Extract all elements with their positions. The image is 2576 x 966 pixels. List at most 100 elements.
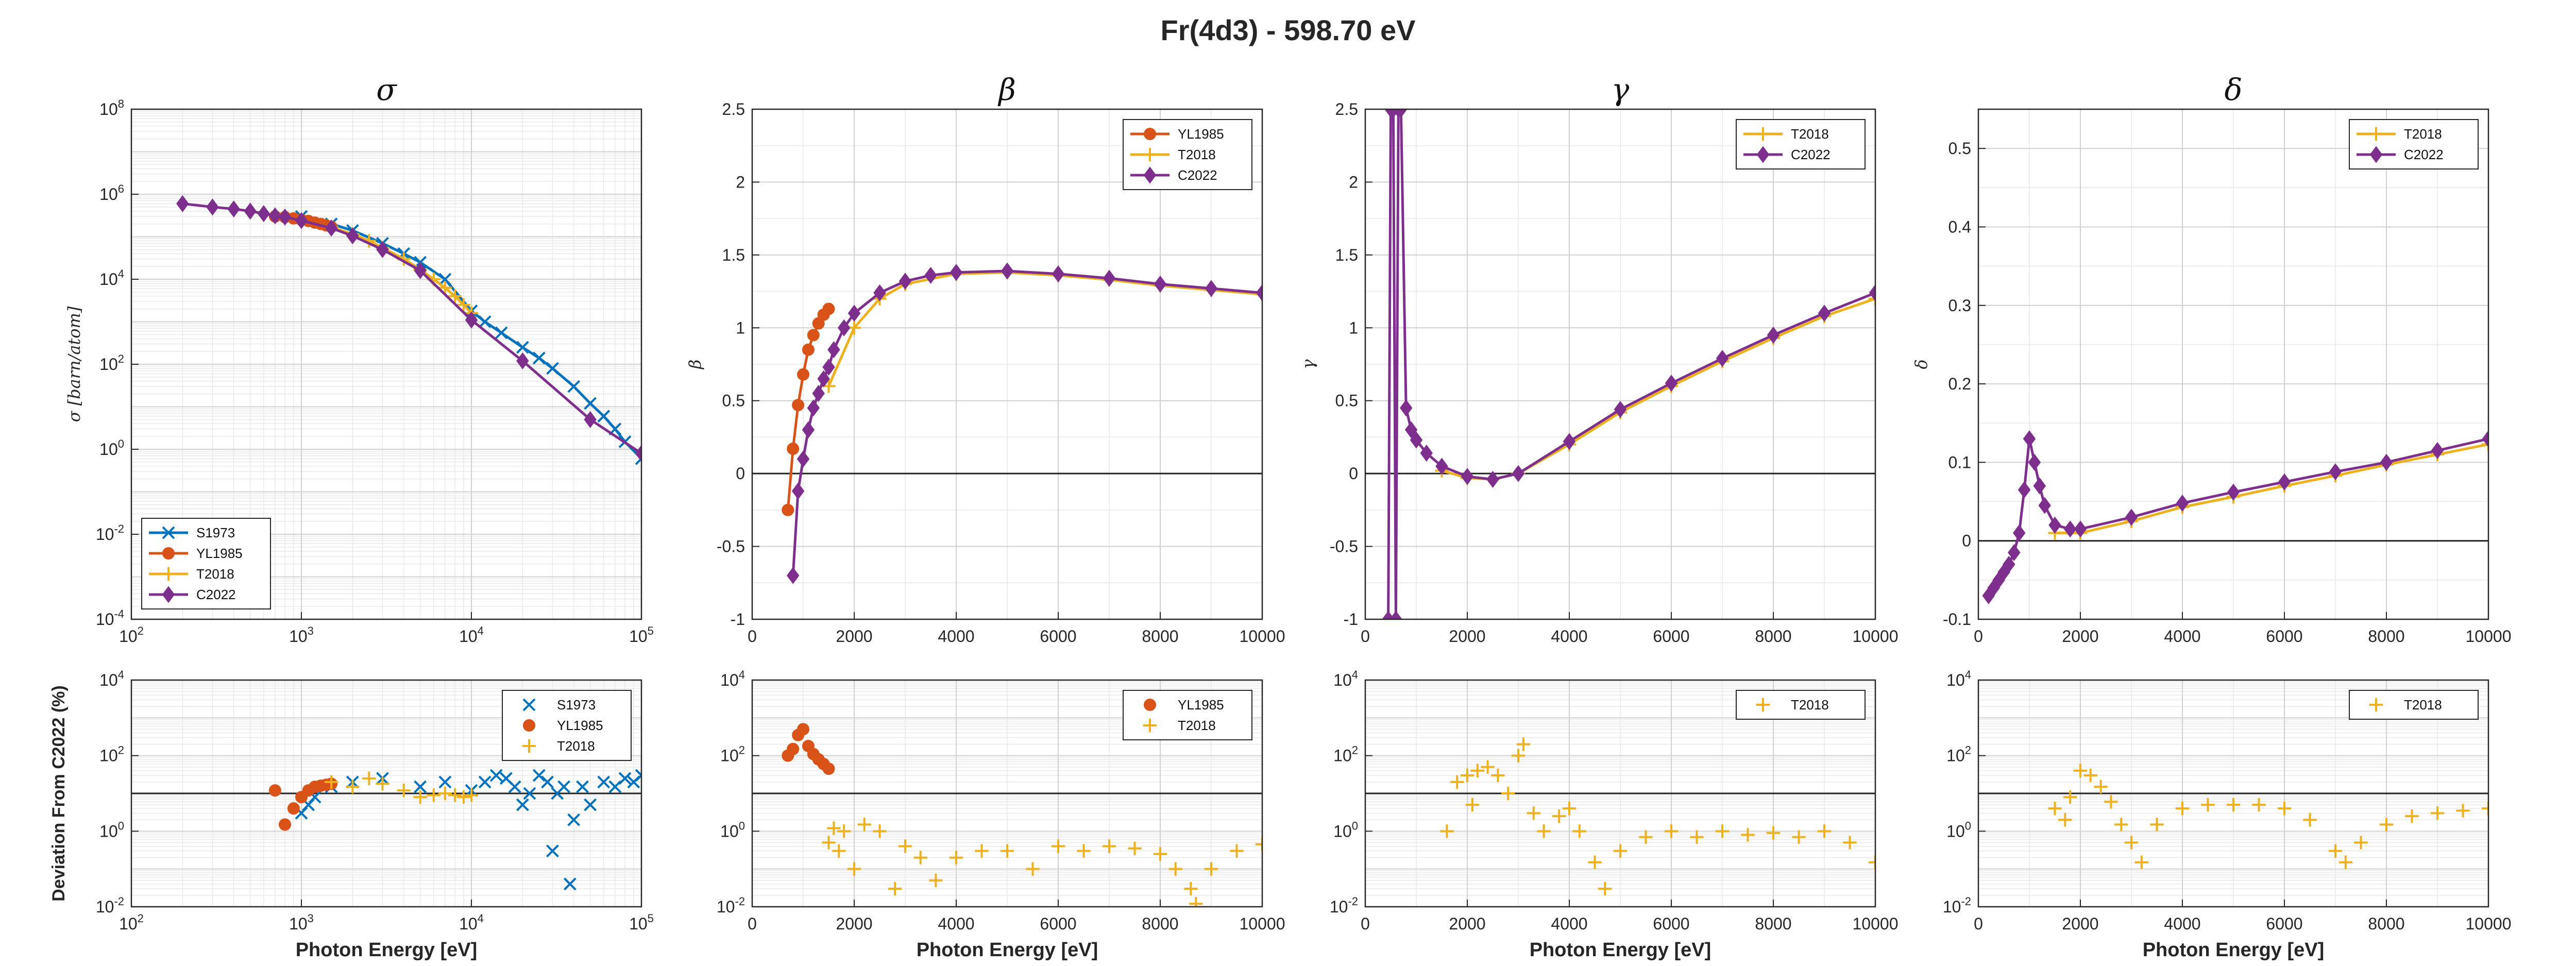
legend-label: T2018 <box>2404 697 2442 713</box>
data-point-C2022 <box>206 198 219 216</box>
data-point-T2018 <box>2124 836 2139 850</box>
data-point-T2018 <box>822 836 836 850</box>
data-point-C2022 <box>812 385 825 402</box>
data-point-S1973 <box>608 780 622 793</box>
data-point-T2018 <box>1204 862 1218 876</box>
data-point-C2022 <box>346 227 359 245</box>
y-axis-label: β <box>685 360 705 370</box>
data-point-T2018 <box>1450 775 1464 789</box>
data-point-C2022 <box>1395 109 1408 118</box>
series-layer <box>782 723 1262 907</box>
legend-box <box>2349 119 2479 170</box>
y-tick-label: 0 <box>1349 464 1358 483</box>
chart-gamma: 0 2000 4000 6000 8000 10000 -1 -0.5 0 0.5 1 1.5 2 2.5… <box>1298 72 1898 646</box>
x-axis-label: Photon Energy [eV] <box>2143 939 2325 961</box>
x-tick-label: 8000 <box>2368 914 2404 933</box>
legend: T2018 C2022 <box>2349 119 2479 170</box>
legend-label: C2022 <box>1178 167 1217 183</box>
y-tick-label: 100 <box>99 437 124 459</box>
x-tick-label: 4000 <box>1551 627 1587 646</box>
legend: S1973 YL1985 T2018 C2022 <box>141 518 271 609</box>
legend-box <box>1123 690 1252 740</box>
data-point-T2018 <box>2094 779 2108 794</box>
data-point-C2022 <box>1818 304 1831 322</box>
axes-frame <box>1364 679 1876 908</box>
data-point-T2018 <box>456 790 471 804</box>
data-point-C2022 <box>1420 445 1433 462</box>
data-point-C2022 <box>1399 399 1413 417</box>
series-T2018 <box>822 818 1262 907</box>
y-tick-label: 0.5 <box>1335 392 1358 410</box>
data-point-T2018 <box>1598 882 1612 896</box>
legend-label: C2022 <box>2404 147 2444 162</box>
x-tick-label: 10000 <box>1240 914 1285 933</box>
data-point-S1973 <box>438 273 452 286</box>
series-C2022 <box>786 262 1262 584</box>
data-point-C2022 <box>791 482 805 500</box>
legend-label: T2018 <box>1791 697 1829 713</box>
data-point-C2022 <box>325 219 338 237</box>
data-point-C2022 <box>1461 468 1474 485</box>
data-point-T2018 <box>2456 804 2470 818</box>
data-point-T2018 <box>2430 806 2445 820</box>
data-point-T2018 <box>1527 806 1540 820</box>
legend-marker-T2018 <box>2369 127 2383 141</box>
y-tick-label: 0.5 <box>722 392 745 410</box>
data-point-T2018 <box>1572 824 1586 838</box>
x-tick-label: 102 <box>119 624 144 646</box>
y-tick-label: 2 <box>736 173 745 191</box>
data-point-S1973 <box>516 798 529 811</box>
data-point-S1973 <box>478 315 492 328</box>
data-point-C2022 <box>924 266 937 284</box>
data-point-C2022 <box>796 450 810 468</box>
data-point-C2022 <box>2033 477 2046 495</box>
data-point-T2018 <box>427 788 440 802</box>
data-point-T2018 <box>929 873 943 887</box>
x-tick-label: 6000 <box>2266 914 2302 933</box>
data-point-T2018 <box>2252 798 2266 812</box>
axes-frame <box>1977 108 2489 620</box>
legend-label: T2018 <box>557 738 595 754</box>
series-T2018 <box>1440 737 1875 896</box>
data-point-C2022 <box>2482 430 2488 448</box>
data-point-C2022 <box>2227 483 2240 501</box>
series-T2018 <box>2048 764 2488 869</box>
series-layer <box>2048 764 2488 869</box>
y-tick-label: 102 <box>1946 744 1971 765</box>
data-point-C2022 <box>278 208 292 226</box>
legend-marker-C2022 <box>162 586 175 603</box>
data-point-S1973 <box>635 769 641 782</box>
data-point-YL1985 <box>782 503 794 516</box>
x-tick-label: 4000 <box>2164 914 2200 933</box>
series-C2022 <box>1382 109 1875 619</box>
data-point-S1973 <box>495 326 508 340</box>
data-point-T2018 <box>1511 749 1526 762</box>
legend-marker-T2018 <box>1756 698 1770 712</box>
data-point-C2022 <box>822 359 835 376</box>
x-tick-label: 2000 <box>836 627 872 646</box>
series-layer <box>1440 737 1875 896</box>
data-point-T2018 <box>1440 824 1454 838</box>
chart-sigma: 102 103 104 105 10-4 10-2 100 102 104 106 108 σ σ [b… <box>64 72 654 646</box>
data-point-T2018 <box>2226 798 2241 812</box>
x-tick-label: 10000 <box>1240 627 1285 646</box>
x-tick-label: 4000 <box>1551 914 1587 933</box>
data-point-C2022 <box>1869 284 1875 301</box>
legend-marker-C2022 <box>1143 166 1157 184</box>
x-tick-label: 104 <box>459 912 484 933</box>
data-point-C2022 <box>1154 275 1167 293</box>
data-point-T2018 <box>1481 760 1495 774</box>
data-point-S1973 <box>541 775 554 789</box>
data-point-C2022 <box>1001 262 1014 280</box>
data-point-T2018 <box>2175 801 2190 816</box>
legend-marker-YL1985 <box>523 719 535 732</box>
data-point-C2022 <box>786 567 800 584</box>
x-tick-label: 103 <box>289 912 314 933</box>
data-point-T2018 <box>1843 836 1857 850</box>
data-point-C2022 <box>1435 457 1448 475</box>
data-point-T2018 <box>1817 824 1832 838</box>
data-point-T2018 <box>975 844 989 858</box>
data-point-T2018 <box>1491 768 1505 783</box>
data-point-C2022 <box>1205 280 1218 297</box>
